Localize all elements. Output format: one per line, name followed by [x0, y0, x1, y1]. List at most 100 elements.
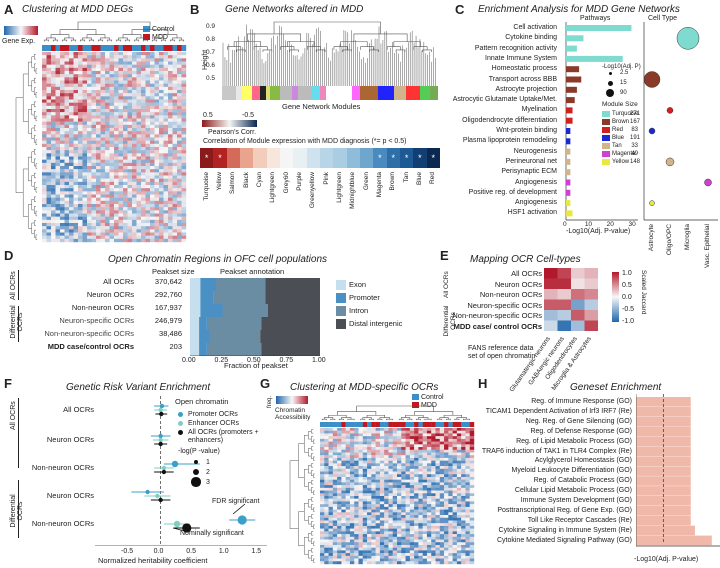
heatmap-cell — [42, 169, 47, 173]
g-heatmap-cell — [461, 534, 466, 537]
heatmap-cell — [154, 86, 160, 91]
g-heatmap-cell — [337, 512, 342, 516]
heatmap-cell — [64, 153, 70, 157]
top-dendrogram — [43, 21, 185, 42]
jaccard-label: Scaled Jaccard — [640, 270, 647, 315]
g-heatmap-cell — [337, 528, 342, 532]
heatmap-cell — [141, 134, 146, 138]
g-heatmap-cell — [452, 460, 458, 464]
heatmap-cell — [172, 67, 178, 72]
g-heatmap-cell — [426, 525, 432, 529]
g-heatmap-cell — [444, 485, 449, 489]
g-heatmap-cell — [452, 436, 458, 440]
g-heatmap-cell — [349, 501, 355, 505]
dendrogram-branch — [35, 210, 38, 217]
heatmap-cell — [145, 93, 151, 97]
g-heatmap-cell — [426, 539, 432, 543]
heatmap-cell — [150, 105, 155, 110]
g-heatmap-cell — [469, 531, 475, 535]
heatmap-cell — [55, 210, 61, 214]
heatmap-cell — [60, 96, 65, 100]
heatmap-cell — [64, 102, 70, 107]
heatmap-cell — [114, 74, 119, 78]
g-heatmap-cell — [375, 555, 381, 559]
g-heatmap-cell — [414, 547, 419, 551]
heatmap-cell — [177, 143, 182, 148]
heatmap-cell — [100, 90, 106, 94]
heatmap-cell — [46, 93, 52, 97]
g-heatmap-cell — [375, 438, 381, 442]
g-heatmap-cell — [371, 528, 376, 532]
heatmap-cell — [168, 112, 173, 116]
heatmap-cell — [96, 235, 101, 240]
g-heatmap-cell — [405, 523, 411, 527]
heatmap-cell — [118, 194, 124, 198]
heatmap-cell — [127, 175, 133, 179]
g-heatmap-cell — [469, 441, 475, 445]
g-heatmap-cell — [461, 485, 466, 489]
heatmap-cell — [46, 188, 52, 192]
heatmap-cell — [127, 200, 133, 205]
g-heatmap-cell — [448, 468, 453, 472]
heatmap-cell — [42, 80, 47, 84]
heatmap-cell — [163, 153, 169, 157]
g-heatmap-cell — [401, 512, 406, 516]
heatmap-cell — [51, 112, 56, 116]
heatmap-cell — [51, 172, 56, 176]
heatmap-cell — [105, 109, 110, 113]
g-heatmap-cell — [405, 487, 411, 491]
panel-c-title: Enrichment Analysis for MDD Gene Network… — [478, 4, 680, 15]
dendrogram-branch — [27, 204, 32, 229]
g-heatmap-cell — [384, 553, 389, 557]
heatmap-cell — [87, 216, 92, 221]
heatmap-cell — [91, 77, 97, 81]
g-heatmap-cell — [401, 498, 406, 502]
g-heatmap-cell — [384, 550, 389, 554]
heatmap-cell — [69, 200, 74, 205]
dendrogram-branch — [31, 175, 35, 187]
g-heatmap-cell — [358, 555, 363, 559]
heatmap-cell — [181, 93, 187, 97]
heatmap-cell — [109, 99, 115, 103]
heatmap-cell — [141, 223, 146, 227]
heatmap-cell — [42, 210, 47, 214]
g-heatmap-cell — [324, 550, 329, 554]
heatmap-cell — [181, 112, 187, 116]
g-heatmap-cell — [431, 460, 436, 464]
heatmap-cell — [123, 74, 128, 78]
g-heatmap-cell — [435, 455, 440, 459]
g-heatmap-cell — [469, 468, 475, 472]
dendrogram-branch — [414, 411, 454, 416]
heatmap-cell — [105, 169, 110, 173]
g-heatmap-cell — [469, 471, 475, 475]
heatmap-cell — [118, 210, 124, 214]
g-heatmap-cell — [371, 501, 376, 505]
g-heatmap-cell — [367, 490, 372, 494]
g-heatmap-cell — [397, 474, 402, 478]
g-heatmap-cell — [448, 449, 453, 453]
g-heatmap-cell — [444, 471, 449, 475]
heatmap-cell — [96, 150, 101, 154]
pathway-bar — [566, 189, 571, 196]
g-heatmap-cell — [409, 542, 415, 546]
g-heatmap-cell — [337, 493, 342, 497]
g-heatmap-cell — [414, 471, 419, 475]
g-heatmap-cell — [320, 487, 325, 491]
g-heatmap-cell — [367, 531, 372, 535]
module-size-swatch — [602, 127, 610, 133]
g-heatmap-cell — [354, 447, 359, 450]
jaccard-cell — [584, 268, 598, 279]
heatmap-cell — [163, 137, 169, 141]
heatmap-cell — [132, 93, 137, 97]
heatmap-cell — [55, 80, 61, 84]
heatmap-cell — [82, 194, 88, 198]
g-heatmap-cell — [439, 561, 445, 565]
heatmap-cell — [73, 86, 79, 91]
heatmap-cell — [159, 90, 164, 94]
g-heatmap-cell — [409, 558, 415, 562]
heatmap-cell — [51, 143, 56, 148]
heatmap-cell — [145, 58, 151, 62]
g-heatmap-cell — [452, 531, 458, 535]
heatmap-cell — [55, 178, 61, 183]
heatmap-cell — [109, 166, 115, 170]
